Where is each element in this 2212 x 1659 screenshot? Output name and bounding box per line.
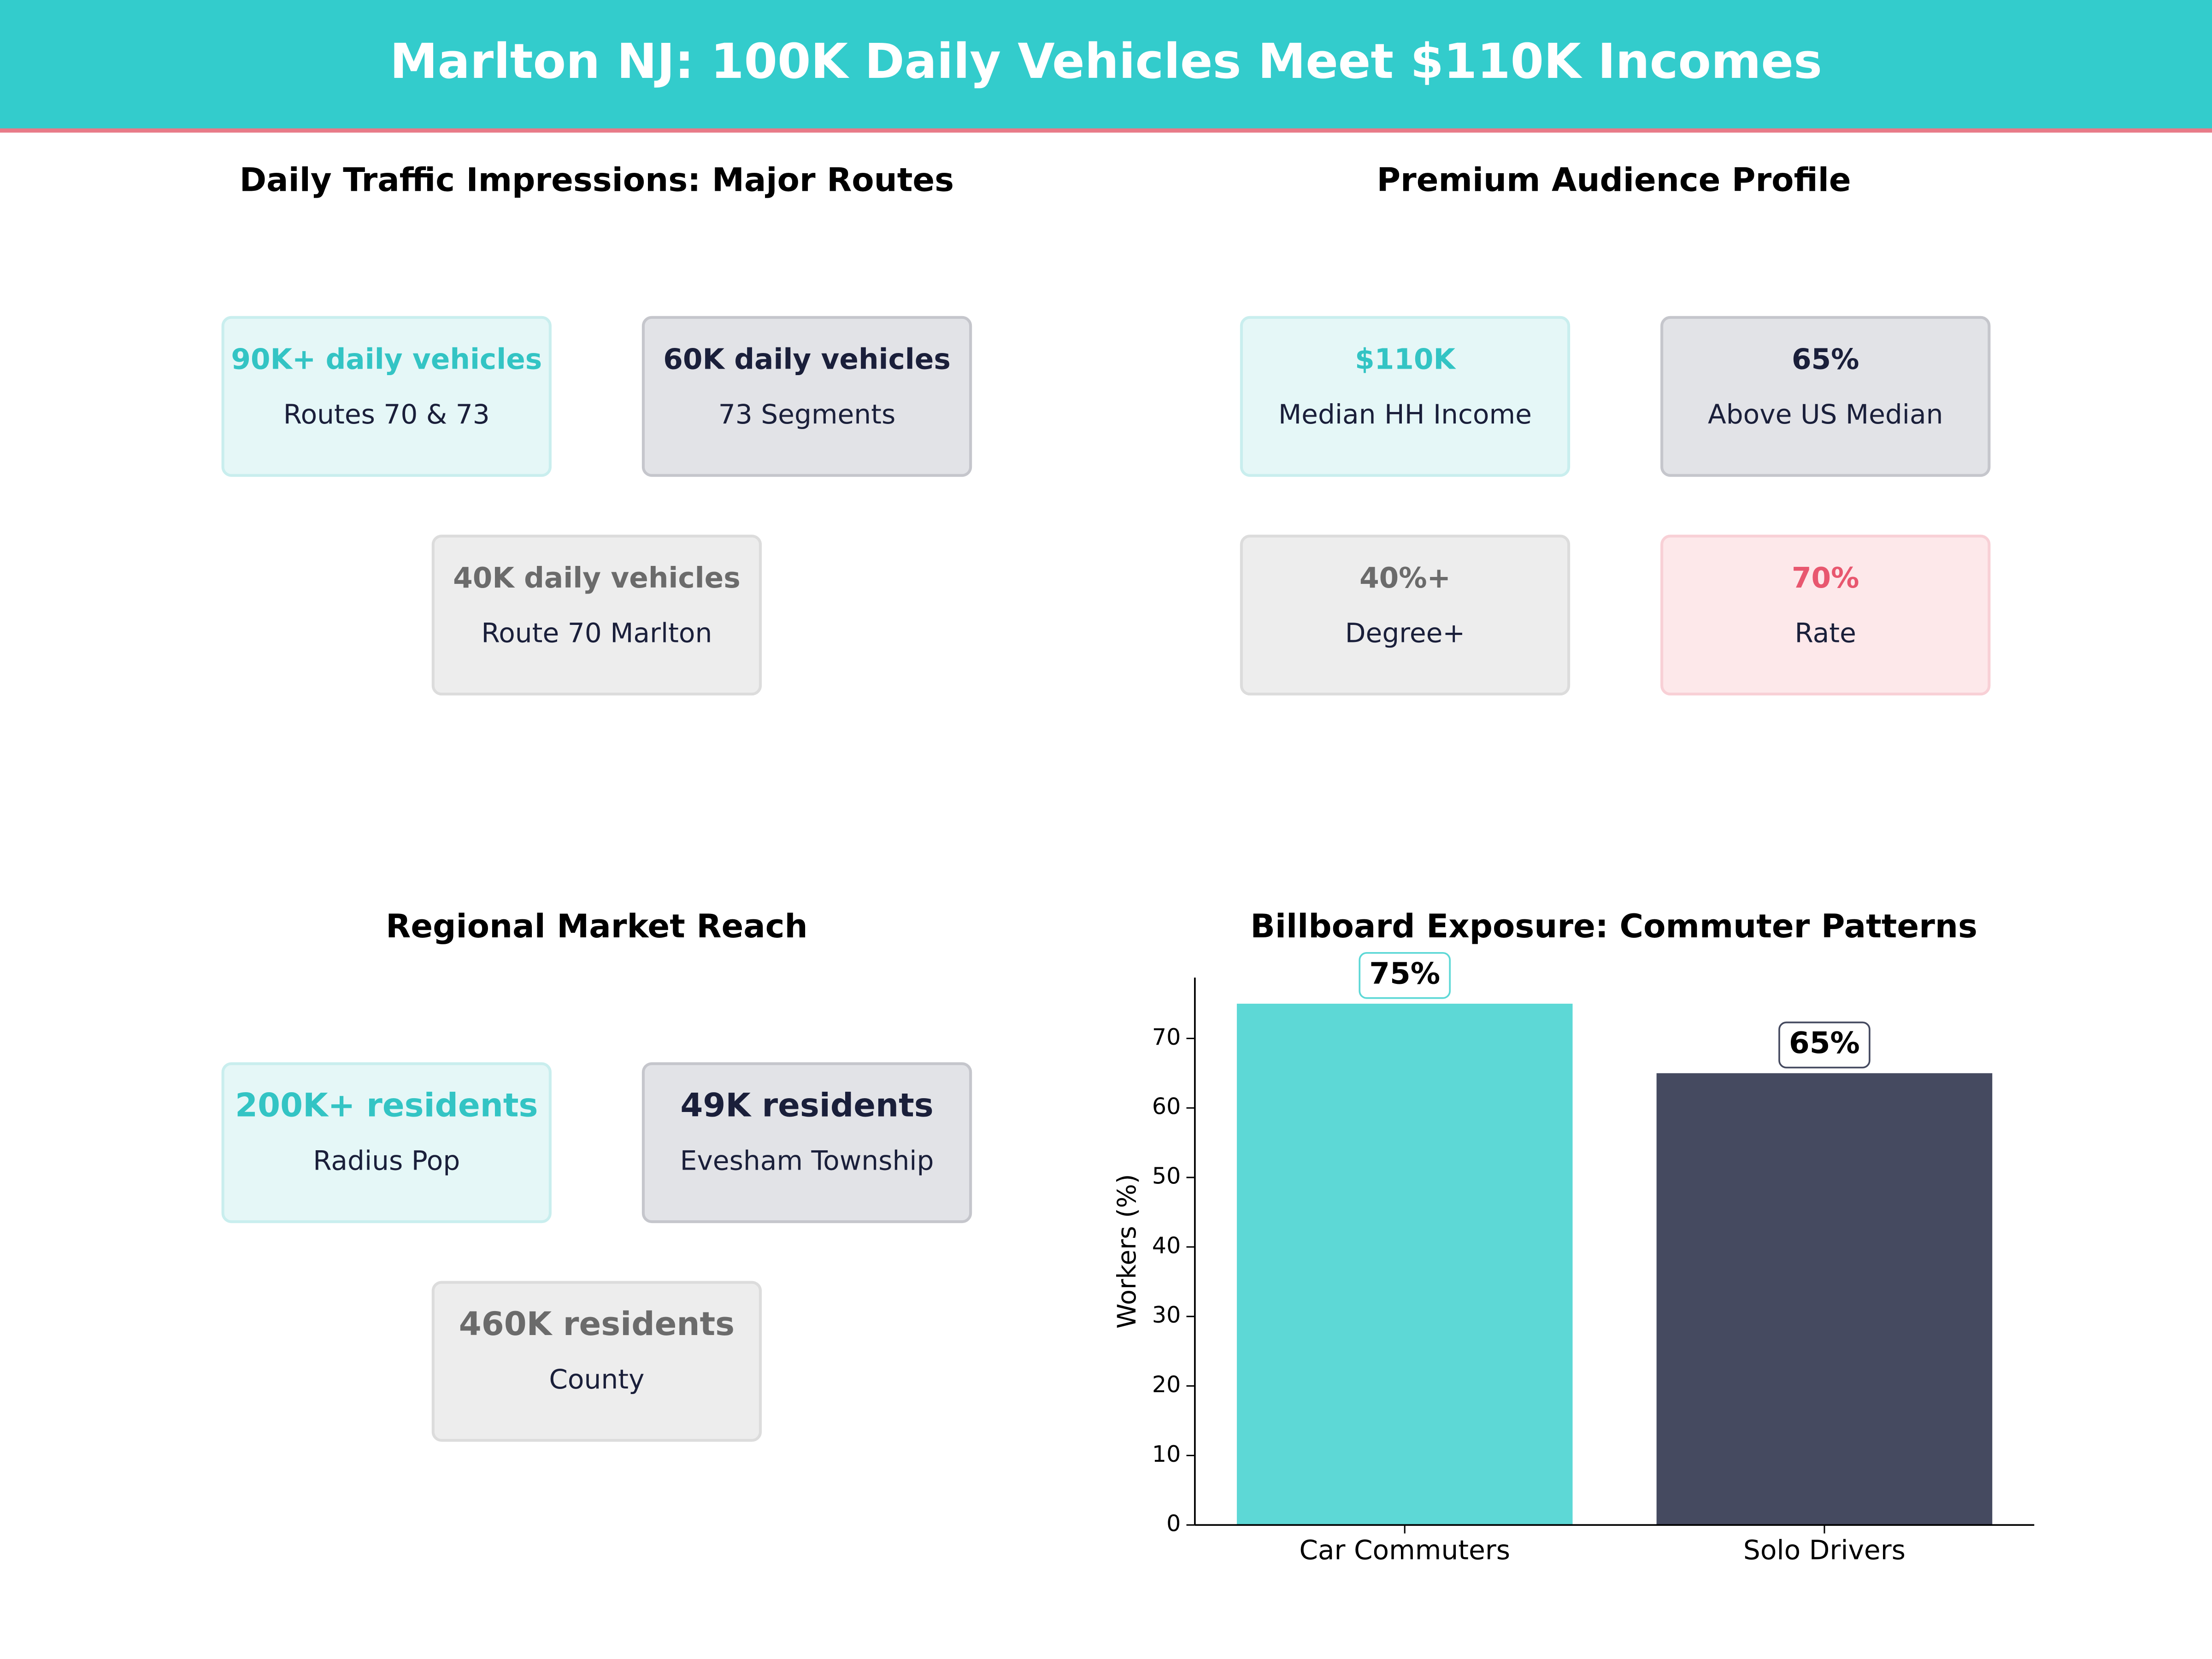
- y-tick-label: 50: [1152, 1163, 1181, 1189]
- card: [641, 316, 972, 477]
- card-label: Above US Median: [1708, 399, 1943, 430]
- x-tick-label: Solo Drivers: [1743, 1534, 1906, 1565]
- card-value: 460K residents: [459, 1305, 735, 1343]
- header-rule: [0, 128, 2212, 133]
- card-value: 90K+ daily vehicles: [231, 343, 542, 376]
- y-tick-label: 30: [1152, 1302, 1181, 1328]
- card-label: County: [549, 1364, 644, 1395]
- card-label: Radius Pop: [313, 1145, 460, 1177]
- card-value: 49K residents: [680, 1087, 933, 1124]
- card: [1660, 316, 1991, 477]
- card-value: 40K daily vehicles: [453, 562, 741, 594]
- y-tick-label: 70: [1152, 1024, 1181, 1050]
- panel-title: Regional Market Reach: [386, 907, 807, 945]
- card-value: 40%+: [1359, 562, 1451, 594]
- card-value: 60K daily vehicles: [663, 343, 950, 376]
- card: [431, 1281, 762, 1442]
- card-label: 73 Segments: [718, 399, 896, 430]
- card-value: $110K: [1355, 343, 1456, 376]
- y-tick-label: 20: [1152, 1371, 1181, 1398]
- value-label: 65%: [1789, 1026, 1860, 1060]
- page-title: Marlton NJ: 100K Daily Vehicles Meet $11…: [390, 33, 1822, 89]
- bar: [1236, 1003, 1573, 1525]
- y-tick-label: 40: [1152, 1232, 1181, 1259]
- panel-title: Daily Traffic Impressions: Major Routes: [240, 161, 954, 199]
- card-label: Routes 70 & 73: [283, 399, 490, 430]
- card: [221, 316, 552, 477]
- card-label: Median HH Income: [1278, 399, 1532, 430]
- y-tick-label: 10: [1152, 1441, 1181, 1467]
- card-value: 70%: [1792, 562, 1859, 594]
- x-tick-label: Car Commuters: [1299, 1534, 1510, 1565]
- card-value: 65%: [1792, 343, 1859, 376]
- value-label-box: [1778, 1021, 1871, 1069]
- panel-title: Premium Audience Profile: [1377, 161, 1851, 199]
- chart-title: Billboard Exposure: Commuter Patterns: [1250, 907, 1977, 945]
- card: [1240, 316, 1571, 477]
- card-label: Route 70 Marlton: [481, 618, 712, 649]
- card: [1660, 535, 1991, 696]
- value-label: 75%: [1369, 956, 1440, 991]
- card: [221, 1062, 552, 1224]
- header-bar: [0, 0, 2212, 130]
- card: [1240, 535, 1571, 696]
- card-label: Degree+: [1345, 618, 1465, 649]
- card: [641, 1062, 972, 1224]
- card-label: Evesham Township: [680, 1145, 934, 1177]
- card: [431, 535, 762, 696]
- value-label-box: [1359, 952, 1451, 999]
- y-tick-label: 0: [1166, 1511, 1181, 1537]
- card-label: Rate: [1795, 618, 1856, 649]
- bar: [1656, 1073, 1993, 1525]
- y-axis-label: Workers (%): [1112, 1174, 1141, 1329]
- y-tick-label: 60: [1152, 1094, 1181, 1120]
- card-value: 200K+ residents: [235, 1087, 538, 1124]
